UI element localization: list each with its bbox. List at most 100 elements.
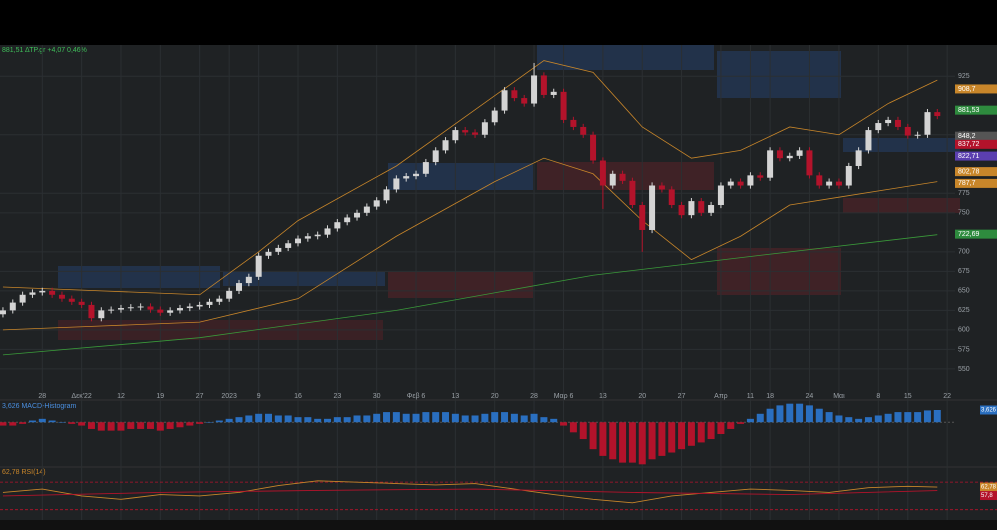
rsi-ma-badge (980, 491, 997, 501)
macd-bar (904, 412, 912, 423)
y-tick-label: 575 (958, 346, 970, 353)
macd-bar (28, 420, 36, 423)
x-tick-label: 15 (904, 393, 912, 400)
macd-bar (560, 422, 568, 426)
zone (843, 198, 960, 213)
candle-body (58, 294, 65, 299)
overlay-line (2, 60, 938, 296)
macd-bar (864, 417, 872, 423)
candle-body (167, 310, 174, 313)
macd-bar (117, 422, 125, 431)
candle-body (688, 201, 695, 216)
candle-body (354, 212, 361, 218)
candle-body (176, 308, 183, 311)
candle-body (78, 301, 85, 305)
candle-body (295, 238, 302, 244)
macd-bar (491, 412, 499, 423)
candle-body (452, 130, 459, 141)
candle-body (865, 130, 872, 151)
x-tick-label: 9 (257, 393, 261, 400)
price-badge (955, 84, 997, 94)
price-badge-label: 722,69 (958, 231, 980, 238)
y-tick-label: 750 (958, 210, 970, 217)
macd-bar (815, 408, 823, 423)
macd-badge (980, 405, 997, 415)
macd-bar (737, 422, 745, 424)
macd-bar (658, 422, 666, 456)
macd-bar (205, 422, 213, 423)
x-tick-label: 16 (294, 393, 302, 400)
rsi-badge-label: 62,78 (981, 485, 997, 491)
macd-bar (874, 415, 882, 423)
macd-label: 3,626 MACD-Histogram (2, 403, 76, 410)
price-badge (955, 139, 997, 149)
macd-bar (786, 403, 794, 423)
macd-bar (471, 415, 479, 423)
macd-bar (520, 415, 528, 423)
x-tick-label: Μαρ 6 (554, 393, 574, 400)
candle-body (786, 155, 793, 159)
candle-body (708, 205, 715, 213)
x-tick-label: 2023 (221, 393, 237, 400)
macd-bar (127, 422, 135, 429)
rsi-line (2, 480, 938, 504)
macd-bar (933, 409, 941, 423)
macd-bar (78, 422, 86, 426)
candle-body (521, 98, 528, 104)
x-tick-label: 27 (678, 393, 686, 400)
x-tick-label: 12 (117, 393, 125, 400)
macd-bar (451, 413, 459, 423)
candle-body (511, 90, 518, 99)
x-tick-label: Δεκ'22 (71, 393, 92, 400)
macd-bar (9, 422, 17, 426)
candle-body (796, 150, 803, 156)
macd-bar (501, 412, 509, 423)
macd-bar (294, 417, 302, 423)
macd-bar (225, 418, 233, 423)
macd-bar (550, 418, 558, 423)
macd-bar (284, 415, 292, 423)
candle-body (698, 201, 705, 213)
candle-body (442, 140, 449, 151)
macd-bar (717, 422, 725, 434)
macd-bar (58, 422, 66, 423)
price-badge-label: 802,78 (958, 168, 980, 175)
x-tick-label: 28 (38, 393, 46, 400)
candle-body (39, 290, 46, 293)
rsi-label: 62,78 RSI(14) (2, 469, 46, 476)
price-badge (955, 229, 997, 239)
candle-body (904, 126, 911, 136)
macd-bar (412, 413, 420, 423)
macd-bar (589, 422, 597, 450)
zone (223, 272, 385, 286)
macd-bar (0, 422, 7, 426)
macd-bar (776, 405, 784, 423)
candle-body (914, 134, 921, 136)
x-tick-label: Φεβ 6 (407, 393, 426, 400)
candle-body (147, 306, 154, 310)
macd-bar (87, 422, 95, 429)
macd-bar (461, 415, 469, 423)
price-badge-label: 837,72 (958, 141, 980, 148)
candle-body (88, 304, 95, 319)
candle-body (678, 205, 685, 216)
macd-badge-label: 3,626 (981, 408, 997, 414)
price-badge-label: 787,7 (958, 180, 976, 187)
macd-bar (373, 413, 381, 423)
candle-body (757, 175, 764, 178)
macd-bar (668, 422, 676, 453)
candle-body (501, 90, 508, 111)
candle-body (0, 310, 6, 315)
candle-body (393, 178, 400, 190)
candle-body (206, 301, 213, 305)
macd-bar (343, 417, 351, 423)
x-tick-label: 28 (530, 393, 538, 400)
top-bar (0, 0, 997, 45)
macd-bar (156, 422, 164, 431)
candle-body (491, 110, 498, 123)
macd-bar (235, 417, 243, 423)
x-tick-label: 30 (373, 393, 381, 400)
macd-bar (166, 422, 174, 429)
candle-body (747, 175, 754, 186)
